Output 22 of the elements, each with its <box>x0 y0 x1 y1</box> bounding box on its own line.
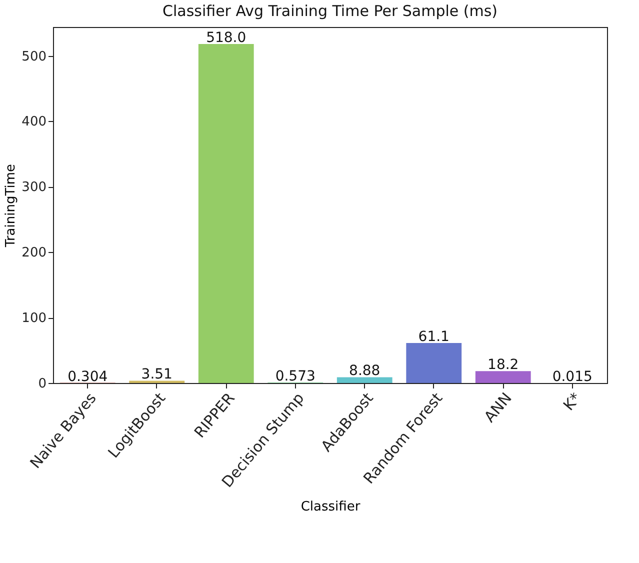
y-tick-label: 0 <box>38 376 46 392</box>
x-tick-label: K* <box>560 388 585 414</box>
data-label: 3.51 <box>141 366 172 383</box>
bar <box>336 377 392 383</box>
y-tick-label: 400 <box>22 114 46 130</box>
y-tick-label: 500 <box>22 49 46 64</box>
data-label: 0.015 <box>552 368 592 385</box>
data-label: 18.2 <box>488 357 519 374</box>
data-label: 0.304 <box>68 368 108 385</box>
data-label: 61.1 <box>418 329 450 346</box>
data-label: 8.88 <box>349 363 380 380</box>
y-tick-label: 100 <box>22 311 46 326</box>
data-label: 0.573 <box>275 368 316 385</box>
bar <box>406 343 462 383</box>
chart-title: Classifier Avg Training Time Per Sample (ms) <box>162 2 498 20</box>
bar <box>198 44 254 383</box>
x-axis-title: Classifier <box>300 499 361 514</box>
data-label: 518.0 <box>206 30 246 46</box>
y-tick-label: 300 <box>22 180 46 196</box>
bar <box>475 371 531 383</box>
y-axis-title: TrainingTime <box>4 164 19 248</box>
y-tick-label: 200 <box>22 246 46 261</box>
